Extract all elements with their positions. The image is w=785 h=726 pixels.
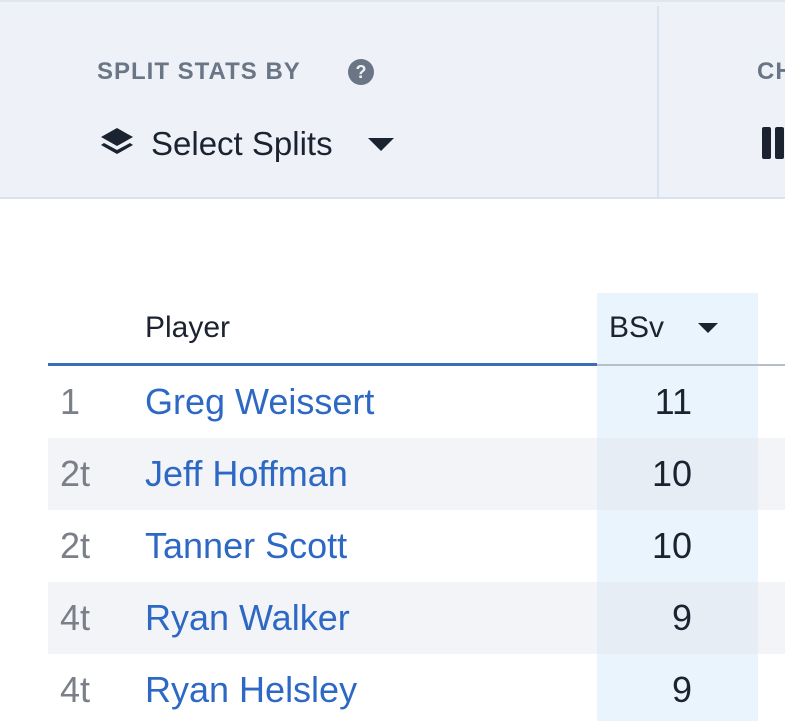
rank: 1: [60, 381, 81, 422]
rank: 4t: [60, 597, 91, 638]
divider: [657, 6, 659, 199]
filter-bar: [0, 0, 785, 199]
select-splits[interactable]: Select Splits: [151, 125, 333, 162]
table-row: 1 Greg Weissert 11: [48, 366, 785, 438]
header-bsv[interactable]: BSv: [609, 311, 665, 344]
bsv-value: 9: [597, 582, 758, 654]
header-player[interactable]: Player: [145, 311, 231, 344]
caret[interactable]: [368, 138, 394, 152]
layers-icon: [101, 128, 133, 154]
column-icon[interactable]: [762, 127, 785, 159]
player-link[interactable]: Jeff Hoffman: [145, 453, 348, 494]
player-link[interactable]: Tanner Scott: [145, 525, 348, 566]
table-row: 2t Tanner Scott 10: [48, 510, 785, 582]
bsv-value: 10: [651, 525, 692, 566]
table-row: 2t Jeff Hoffman 10: [48, 438, 785, 510]
rank: 2t: [60, 453, 91, 494]
help-icon[interactable]: ?: [347, 58, 375, 86]
rank: 2t: [60, 525, 91, 566]
player-link[interactable]: Greg Weissert: [145, 381, 375, 422]
table-row: 4t Ryan Walker 9: [48, 582, 785, 654]
sort-caret: [698, 323, 718, 333]
next-label: CH: [757, 58, 785, 85]
table-row: 4t Ryan Helsley 9: [48, 654, 785, 726]
bsv-value: 11: [654, 381, 692, 422]
player-link[interactable]: Ryan Walker: [145, 597, 350, 638]
header-underline: [48, 363, 597, 366]
bsv-value: 9: [671, 669, 692, 710]
split-label: SPLIT STATS BY: [97, 58, 301, 85]
svg-text:?: ?: [356, 62, 367, 82]
player-link[interactable]: Ryan Helsley: [145, 669, 358, 710]
bsv-value: 10: [597, 438, 758, 510]
header-underline: [597, 364, 785, 366]
rank: 4t: [60, 669, 91, 710]
